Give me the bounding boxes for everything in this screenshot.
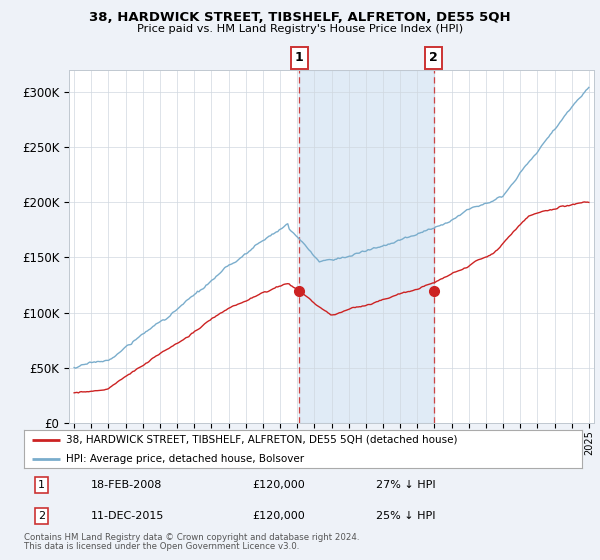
- Text: £120,000: £120,000: [253, 480, 305, 490]
- Text: 27% ↓ HPI: 27% ↓ HPI: [376, 480, 435, 490]
- Text: 1: 1: [295, 52, 304, 64]
- Text: 1: 1: [38, 480, 45, 490]
- Text: Contains HM Land Registry data © Crown copyright and database right 2024.: Contains HM Land Registry data © Crown c…: [24, 533, 359, 542]
- Text: 2: 2: [38, 511, 45, 521]
- Text: 25% ↓ HPI: 25% ↓ HPI: [376, 511, 435, 521]
- Text: HPI: Average price, detached house, Bolsover: HPI: Average price, detached house, Bols…: [66, 454, 304, 464]
- Bar: [299, 70, 434, 423]
- Text: This data is licensed under the Open Government Licence v3.0.: This data is licensed under the Open Gov…: [24, 542, 299, 551]
- Text: 18-FEB-2008: 18-FEB-2008: [91, 480, 163, 490]
- Text: £120,000: £120,000: [253, 511, 305, 521]
- Text: Price paid vs. HM Land Registry's House Price Index (HPI): Price paid vs. HM Land Registry's House …: [137, 24, 463, 34]
- Text: 38, HARDWICK STREET, TIBSHELF, ALFRETON, DE55 5QH: 38, HARDWICK STREET, TIBSHELF, ALFRETON,…: [89, 11, 511, 24]
- Text: 38, HARDWICK STREET, TIBSHELF, ALFRETON, DE55 5QH (detached house): 38, HARDWICK STREET, TIBSHELF, ALFRETON,…: [66, 435, 457, 445]
- Text: 11-DEC-2015: 11-DEC-2015: [91, 511, 164, 521]
- Text: 2: 2: [429, 52, 438, 64]
